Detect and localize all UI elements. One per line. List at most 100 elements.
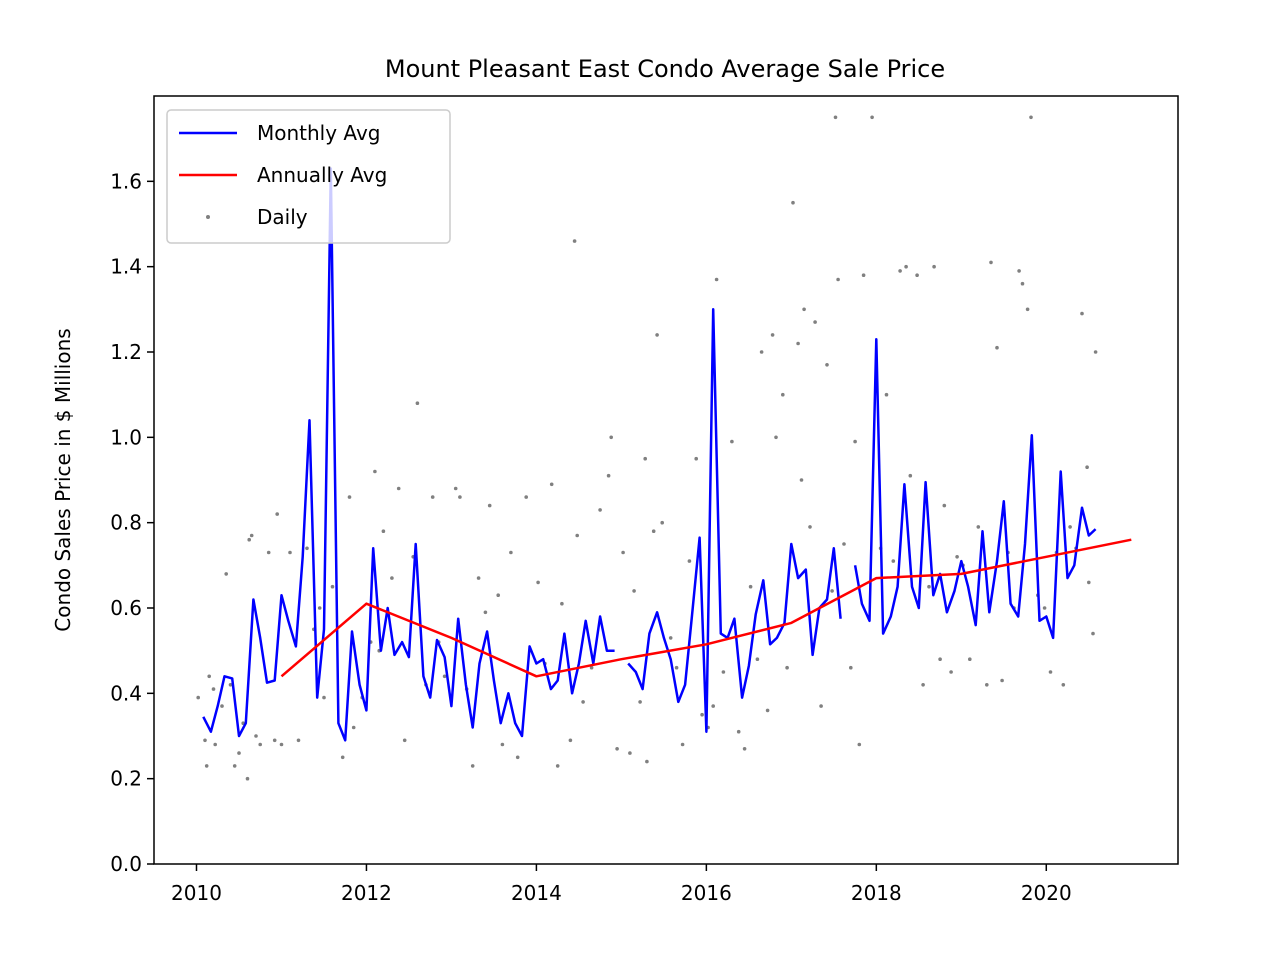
legend-swatch-daily: [206, 215, 210, 219]
y-tick-label-5: 1.0: [110, 425, 142, 449]
monthly-avg-line-segment-2: [853, 337, 1097, 640]
daily-point-7: [224, 572, 228, 576]
daily-point-99: [781, 392, 785, 397]
legend-box: [166, 109, 451, 244]
daily-point-128: [938, 657, 942, 661]
daily-point-90: [730, 439, 734, 444]
daily-point-48: [470, 764, 475, 768]
daily-point-66: [589, 665, 594, 670]
daily-point-136: [989, 260, 993, 265]
daily-point-33: [373, 469, 377, 474]
daily-point-109: [830, 589, 834, 593]
annual-avg-line: [280, 538, 1132, 678]
daily-point-117: [870, 115, 874, 120]
daily-point-112: [842, 542, 846, 546]
legend-label-daily: Daily: [257, 205, 308, 229]
daily-point-97: [770, 333, 775, 337]
daily-point-84: [694, 456, 698, 461]
daily-point-10: [237, 751, 241, 755]
daily-point-0: [196, 695, 200, 700]
daily-point-103: [799, 478, 804, 482]
daily-point-147: [1048, 670, 1053, 674]
daily-point-131: [955, 555, 959, 559]
daily-point-37: [396, 486, 401, 491]
plot-frame: [153, 95, 1179, 865]
daily-point-87: [711, 704, 715, 708]
daily-point-17: [266, 550, 271, 555]
daily-point-74: [638, 700, 642, 704]
daily-point-75: [643, 456, 647, 461]
daily-point-100: [785, 665, 789, 670]
daily-point-91: [736, 729, 741, 734]
daily-point-156: [1093, 350, 1098, 354]
x-tick-label-2016: 2016: [681, 881, 732, 905]
annual-avg-layer: [280, 538, 1132, 678]
daily-point-16: [258, 742, 263, 747]
daily-point-138: [1000, 678, 1004, 683]
daily-point-13: [247, 537, 251, 542]
chart-title: Mount Pleasant East Condo Average Sale P…: [385, 55, 945, 83]
daily-point-51: [487, 503, 492, 508]
x-tick-label-2020: 2020: [1021, 881, 1072, 905]
daily-point-59: [549, 482, 554, 487]
daily-point-2: [204, 764, 209, 768]
y-tick-label-3: 0.6: [110, 596, 142, 620]
daily-point-141: [1017, 269, 1021, 273]
daily-point-1: [203, 738, 207, 743]
daily-point-45: [453, 486, 458, 491]
daily-point-50: [483, 610, 488, 615]
daily-point-56: [524, 495, 528, 499]
y-tick-label-6: 1.2: [110, 340, 142, 364]
daily-point-95: [759, 350, 764, 354]
daily-point-72: [628, 751, 632, 755]
daily-point-144: [1029, 115, 1033, 120]
x-tick-label-2012: 2012: [341, 881, 392, 905]
daily-point-154: [1087, 580, 1091, 585]
x-axis: 2010 2012 2014 2016 2018 2020: [171, 864, 1072, 905]
daily-point-26: [322, 695, 326, 700]
daily-point-122: [904, 264, 908, 269]
daily-point-55: [515, 755, 520, 760]
daily-point-60: [555, 764, 560, 768]
daily-point-113: [849, 665, 853, 670]
daily-point-115: [857, 742, 862, 747]
y-axis-label: Condo Sales Price in $ Millions: [51, 328, 75, 631]
daily-point-28: [340, 755, 345, 760]
daily-point-20: [279, 742, 284, 747]
monthly-avg-layer: [202, 167, 1097, 742]
daily-point-124: [915, 273, 919, 278]
daily-point-36: [390, 576, 394, 580]
daily-point-15: [254, 734, 258, 738]
daily-point-149: [1061, 683, 1066, 687]
daily-point-52: [496, 593, 501, 597]
monthly-avg-line-segment-1: [627, 308, 842, 733]
daily-point-29: [347, 495, 352, 499]
daily-point-101: [791, 200, 795, 205]
daily-point-134: [976, 525, 981, 529]
daily-point-77: [651, 529, 656, 533]
daily-point-153: [1085, 465, 1089, 470]
daily-point-22: [296, 738, 301, 743]
daily-point-127: [932, 264, 936, 269]
daily-point-88: [714, 277, 719, 282]
daily-point-73: [632, 589, 636, 593]
daily-point-70: [615, 747, 619, 751]
y-tick-label-0: 0.0: [110, 852, 142, 876]
x-tick-label-2018: 2018: [851, 881, 902, 905]
x-tick-label-2010: 2010: [171, 881, 222, 905]
daily-point-142: [1020, 281, 1025, 286]
daily-point-130: [949, 670, 953, 674]
daily-point-23: [305, 546, 309, 551]
daily-point-110: [833, 115, 838, 120]
daily-point-44: [442, 674, 447, 679]
daily-point-54: [509, 550, 513, 555]
daily-point-12: [245, 776, 250, 781]
daily-point-25: [317, 606, 322, 610]
daily-point-152: [1080, 311, 1084, 316]
daily-point-81: [674, 665, 679, 670]
legend-label-monthly-avg: Monthly Avg: [257, 121, 380, 145]
daily-point-9: [232, 764, 237, 768]
daily-point-49: [476, 576, 481, 580]
daily-point-46: [458, 495, 462, 499]
